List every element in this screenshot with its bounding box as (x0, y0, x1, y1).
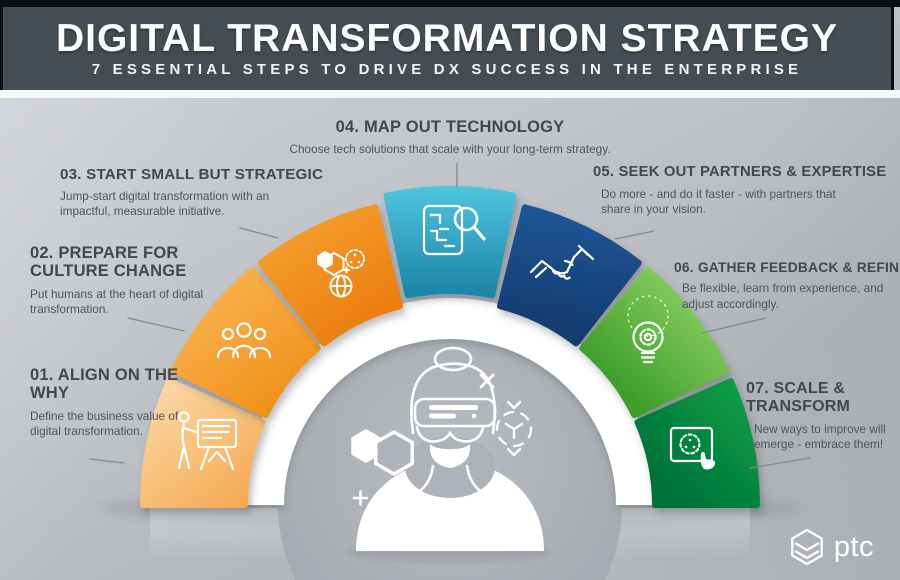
step-07-title: 07. SCALE & TRANSFORM (746, 380, 851, 415)
step-06-block: 06. GATHER FEEDBACK & REFINE Be flexible… (674, 260, 900, 312)
step-03-desc: Jump-start digital transformation with a… (60, 189, 270, 219)
step-05-title: 05. SEEK OUT PARTNERS & EXPERTISE (593, 164, 887, 180)
step-01-block: 01. ALIGN ON THE WHY Define the business… (30, 366, 182, 440)
touchscreen-hand-icon (669, 426, 716, 470)
connector-line-07 (749, 457, 811, 469)
header-banner: DIGITAL TRANSFORMATION STRATEGY 7 ESSENT… (0, 7, 894, 90)
step-01-title: 01. ALIGN ON THE WHY (30, 366, 179, 403)
segment-06 (579, 267, 729, 419)
step-07-desc: New ways to improve will emerge - embrac… (754, 421, 886, 452)
hexagon-globe-target-icon (317, 249, 365, 298)
step-02-desc: Put humans at the heart of digital trans… (30, 286, 204, 317)
hair-bun (433, 346, 473, 372)
connector-line-01 (89, 458, 125, 464)
ptc-logo-mark (790, 528, 823, 566)
plus-icon (352, 490, 369, 506)
lightbulb-gear-icon (627, 295, 669, 364)
vr-headset (413, 397, 497, 428)
header-divider (0, 90, 900, 98)
segment-01 (140, 378, 266, 508)
page-title: DIGITAL TRANSFORMATION STRATEGY (55, 17, 839, 60)
step-01-desc: Define the business value of digital tra… (30, 408, 179, 439)
brand-name: ptc (833, 530, 874, 563)
head-outline (410, 362, 496, 435)
circuit-magnifier-icon (422, 204, 486, 256)
page-subtitle: 7 ESSENTIAL STEPS TO DRIVE DX SUCCESS IN… (91, 61, 803, 78)
connector-lines (89, 162, 811, 469)
segment-07 (634, 378, 760, 508)
connector-line-05 (614, 230, 655, 240)
connector-line-02 (127, 317, 185, 332)
connector-line-06 (701, 317, 767, 334)
torso (356, 462, 544, 551)
step-03-title: 03. START SMALL BUT STRATEGIC (60, 166, 324, 183)
step-04-title: 04. MAP OUT TECHNOLOGY (335, 118, 565, 136)
step-05-block: 05. SEEK OUT PARTNERS & EXPERTISE Do mor… (593, 164, 893, 217)
ar-target-icon (495, 400, 533, 457)
step-04-desc: Choose tech solutions that scale with yo… (289, 142, 611, 157)
top-border (0, 0, 900, 7)
person-vr-figure (356, 346, 544, 551)
step-04-block: 04. MAP OUT TECHNOLOGY Choose tech solut… (260, 118, 640, 158)
presentation-easel-icon (177, 411, 238, 471)
connector-line-03 (239, 227, 279, 239)
sparkle-x-icon (479, 373, 495, 389)
ptc-logo: ptc (789, 528, 874, 566)
step-05-desc: Do more - and do it faster - with partne… (601, 186, 836, 216)
segment-04 (383, 186, 517, 299)
inner-white-ring (243, 298, 657, 505)
step-02-title: 02. PREPARE FOR CULTURE CHANGE (30, 244, 187, 281)
goggles (415, 425, 485, 443)
hexagons-icon (351, 429, 414, 476)
step-02-block: 02. PREPARE FOR CULTURE CHANGE Put human… (30, 244, 235, 318)
segment-02 (171, 267, 321, 419)
step-06-desc: Be flexible, learn from experience, and … (682, 281, 884, 311)
segment-03 (258, 204, 403, 347)
step-03-block: 03. START SMALL BUT STRATEGIC Jump-start… (60, 166, 360, 220)
segment-05 (497, 204, 642, 347)
step-06-title: 06. GATHER FEEDBACK & REFINE (674, 260, 900, 275)
handshake-icon (529, 244, 595, 280)
step-07-block: 07. SCALE & TRANSFORM New ways to improv… (746, 380, 898, 452)
team-people-icon (216, 322, 272, 359)
chin (429, 444, 471, 468)
